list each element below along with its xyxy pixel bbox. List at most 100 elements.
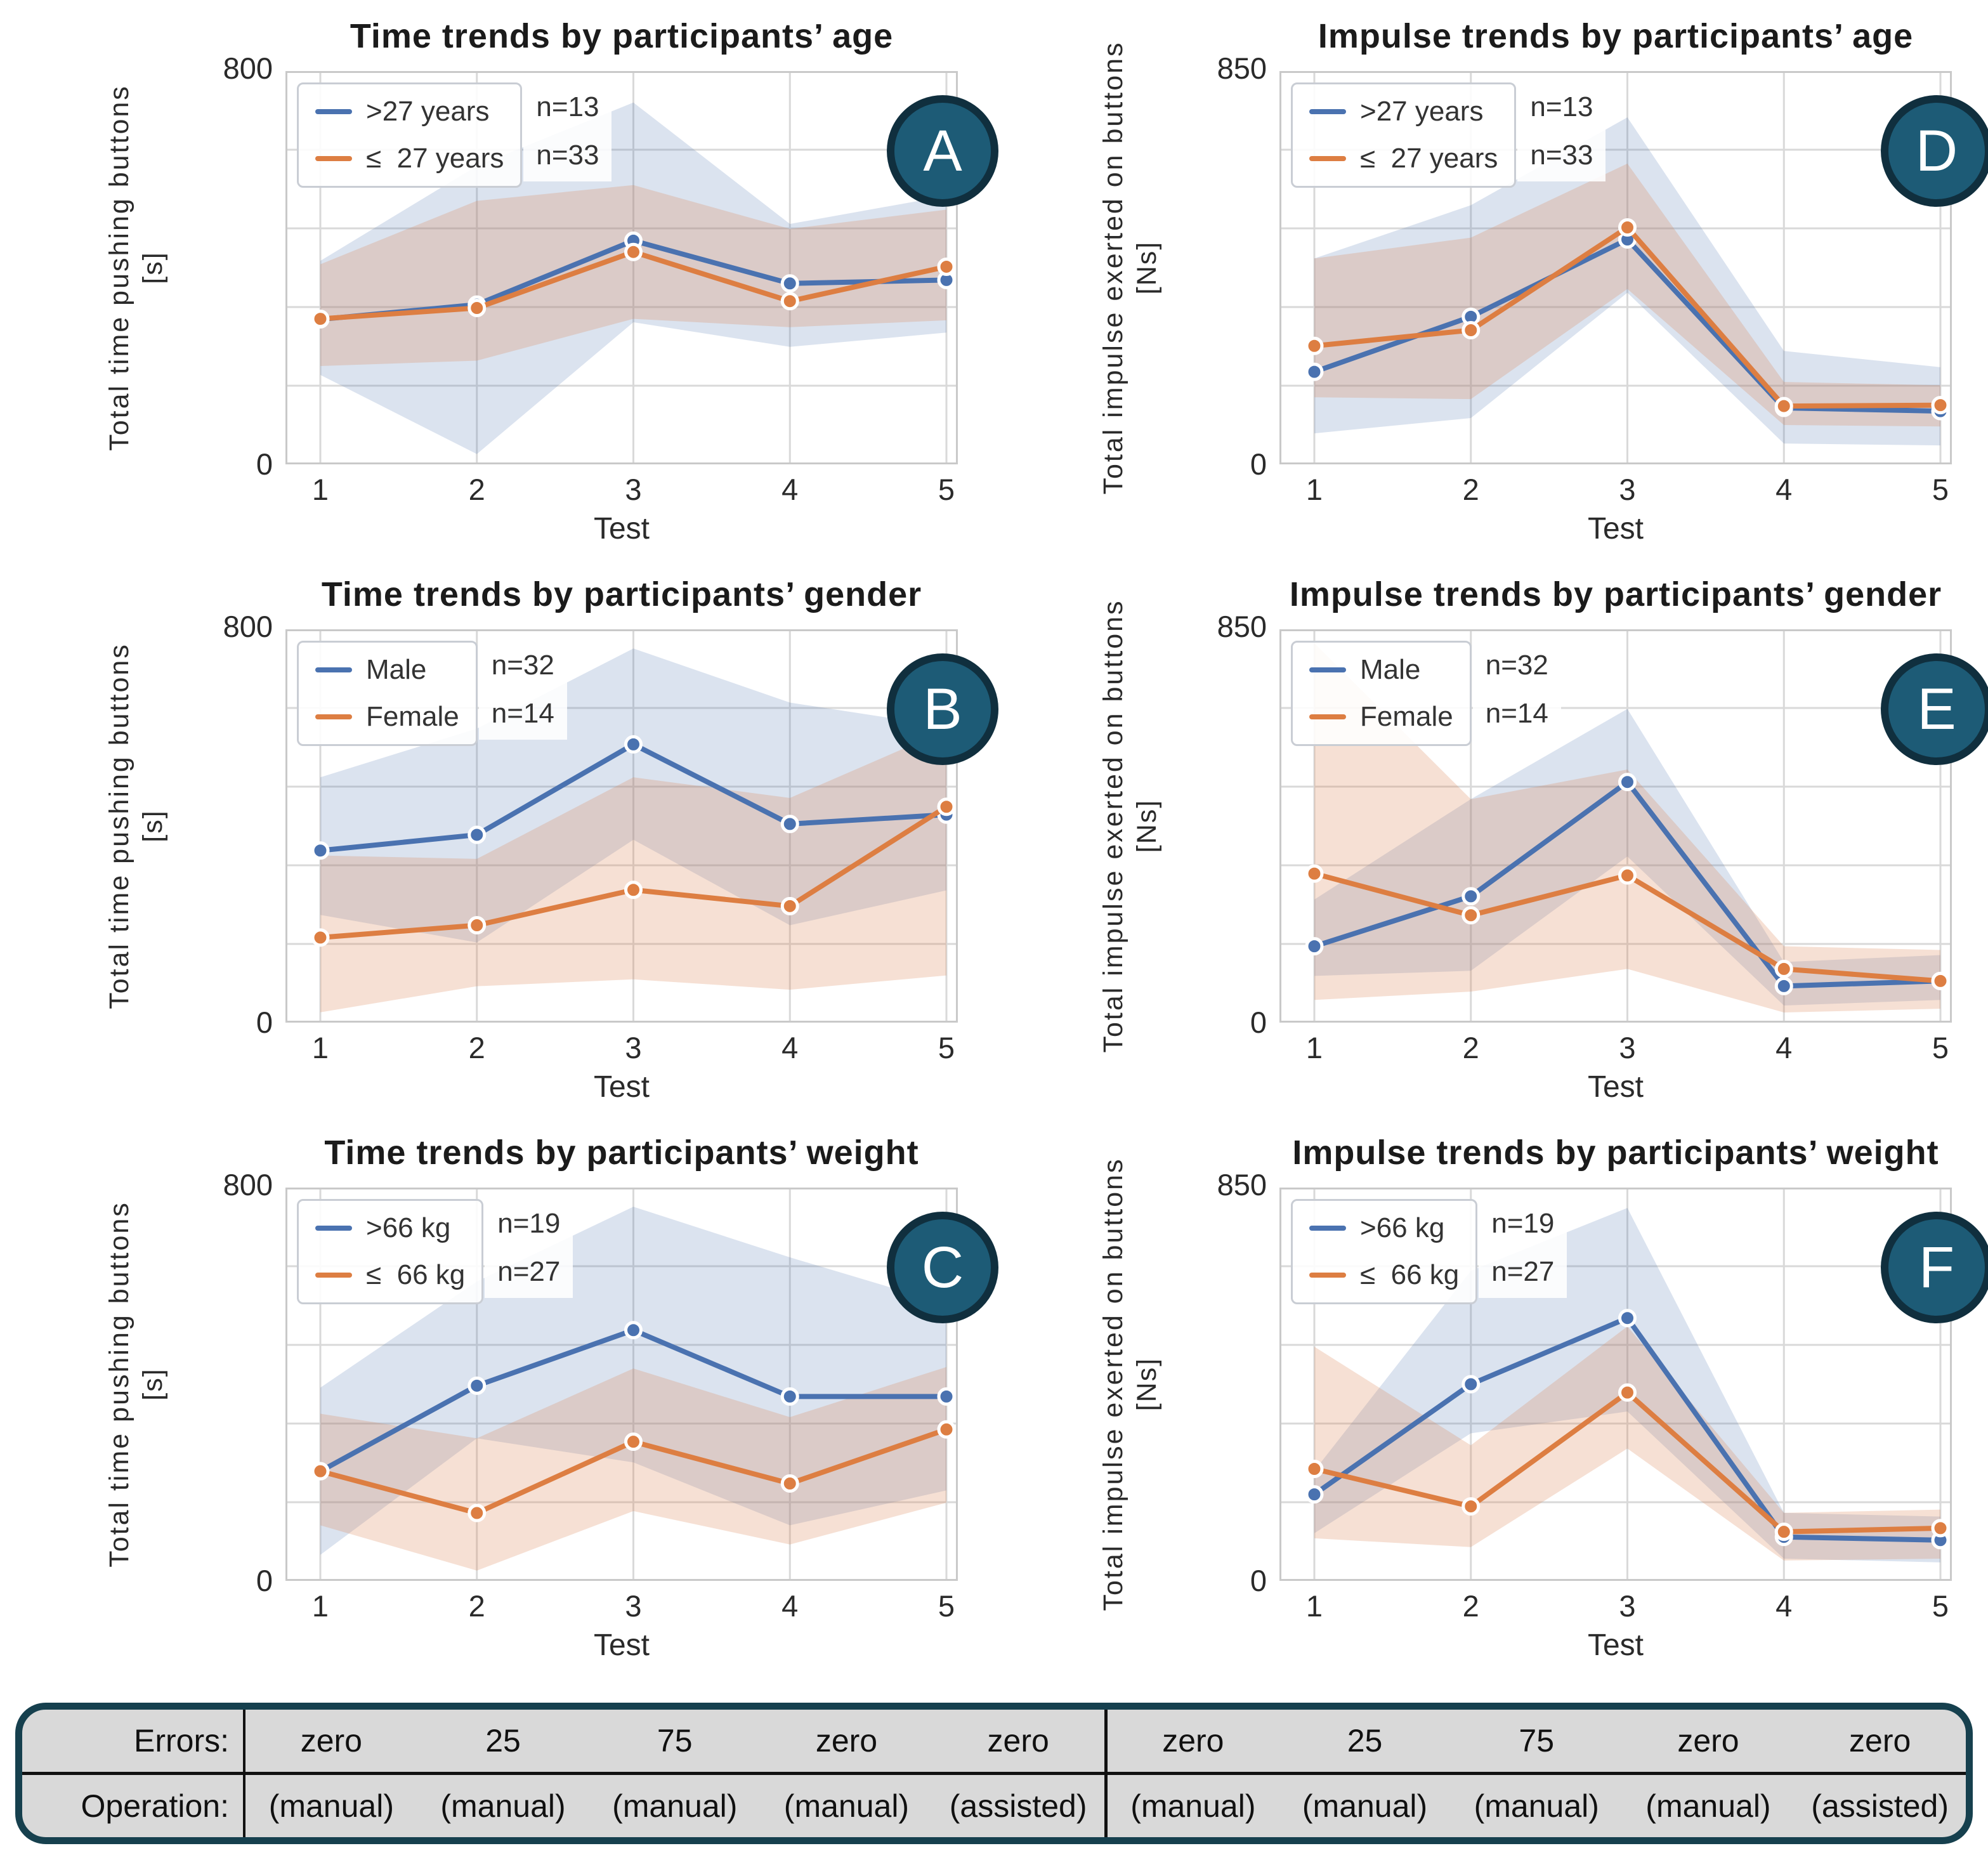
legend-n-count: n=14 [491,698,554,729]
errors-value: 75 [589,1710,761,1775]
x-tick-label: 3 [1619,1031,1636,1064]
legend-box: >66 kg ≤ 66 kg [1291,1199,1478,1304]
legend-n-count: n=33 [536,140,599,171]
legend-n-column: n=32 n=14 [1472,639,1561,740]
x-tick-label: 4 [1775,473,1793,506]
x-tick-label: 1 [1305,473,1323,506]
operation-value: (manual) [1645,1788,1771,1824]
x-tick-labels: 1 2 3 4 5 [285,1588,958,1623]
errors-value: 25 [1279,1710,1451,1775]
errors-row-label: Errors: [22,1710,245,1775]
legend-n-count: n=19 [1491,1208,1555,1239]
legend-label: Male [366,654,427,685]
x-tick-label: 5 [1932,473,1949,506]
y-axis-label-text: Total impulse exerted on buttons [1098,1157,1128,1611]
legend-label: ≤ 66 kg [1360,1259,1460,1290]
x-tick-label: 3 [1619,1589,1636,1623]
legend-entry: Female [315,701,459,733]
legend-n-column: n=32 n=14 [478,639,567,740]
chart-panel: Time trends by participants’ weight 800 … [0,1124,998,1682]
x-tick-label: 2 [1462,473,1479,506]
legend-entry: ≤ 66 kg [1309,1259,1459,1291]
y-axis-label-rotated: Total impulse exerted on buttons [Ns] [1098,8,1163,528]
errors-value: zero [932,1710,1104,1775]
conditions-table-grid: Errors: zero 25 75 zero zero zero 25 75 … [22,1710,1966,1837]
legend-n-count: n=27 [1491,1256,1555,1287]
legend-box: >66 kg ≤ 66 kg [297,1199,484,1304]
y-axis-max-tick-label: 850 [1217,51,1267,85]
legend-entry: ≤ 27 years [315,143,504,174]
legend-n-column: n=19 n=27 [1479,1198,1567,1298]
x-tick-label: 4 [781,1589,799,1623]
chart-panel: Time trends by participants’ age 800 Tot… [0,8,998,566]
legend-box: >27 years ≤ 27 years [1291,82,1517,188]
errors-value: zero [1622,1710,1795,1775]
y-axis-label-text: Total time pushing buttons [104,1201,134,1568]
x-tick-label: 5 [938,473,955,506]
legend-label: Female [366,701,459,732]
legend-label: >27 years [366,96,490,127]
legend-n-count: n=33 [1530,140,1593,171]
legend-entry: >27 years [315,96,504,128]
legend-line-swatch [1309,156,1346,161]
x-axis-label: Test [593,512,650,546]
operation-row-label: Operation: [22,1775,245,1837]
x-axis-label: Test [593,1070,650,1104]
x-tick-label: 2 [468,473,485,506]
x-axis-label: Test [1587,1070,1644,1104]
operation-value: (assisted) [1811,1788,1949,1824]
legend: >27 years ≤ 27 years n=13 n=33 [1291,81,1606,188]
y-axis-label-text: Total impulse exerted on buttons [1098,41,1128,495]
x-tick-label: 2 [1462,1031,1479,1064]
legend-entry: >66 kg [1309,1212,1459,1244]
legend-label: ≤ 27 years [1360,143,1498,174]
operation-value: (manual) [783,1788,910,1824]
y-axis-max-tick-label: 800 [223,610,273,643]
legend-entry: ≤ 66 kg [315,1259,465,1291]
y-axis-unit: [s] [138,809,168,842]
y-axis-max-tick-label: 850 [1217,610,1267,643]
legend-line-swatch [315,1273,352,1278]
x-tick-label: 2 [468,1031,485,1064]
x-axis-label: Test [593,1628,650,1662]
legend-line-swatch [1309,1273,1346,1278]
chart-panel: Impulse trends by participants’ gender 8… [994,566,1988,1124]
x-tick-label: 3 [625,473,642,506]
legend-n-count: n=32 [491,650,554,681]
legend-label: Male [1360,654,1421,685]
y-axis-max-tick-label: 800 [223,51,273,85]
legend-n-count: n=19 [497,1208,561,1239]
legend-line-swatch [315,667,352,672]
y-axis-label-rotated: Total time pushing buttons [s] [104,1124,169,1644]
panel-letter-badge: C [887,1212,998,1323]
legend-box: Male Female [1291,641,1472,746]
plot-area [285,71,958,464]
plot-area [285,629,958,1023]
chart-title: Impulse trends by participants’ weight [1292,1134,1939,1172]
y-axis-unit: [s] [138,251,168,284]
errors-value: zero [1107,1710,1279,1775]
legend-n-column: n=13 n=33 [523,81,612,181]
y-axis-zero-tick-label: 0 [1250,447,1267,481]
y-axis-zero-tick-label: 0 [1250,1564,1267,1597]
y-axis-unit: [Ns] [1132,799,1162,853]
y-axis-zero-tick-label: 0 [256,1005,273,1039]
legend-label: >27 years [1360,96,1484,127]
legend-entry: ≤ 27 years [1309,143,1498,174]
y-axis-label: Total impulse exerted on buttons [Ns] [1089,1157,1172,1611]
y-axis-unit: [s] [138,1368,168,1401]
x-axis-label: Test [1587,1628,1644,1662]
panel-letter-badge: A [887,95,998,207]
figure-grid: Time trends by participants’ age 800 Tot… [0,8,1988,1682]
legend-box: >27 years ≤ 27 years [297,82,523,188]
x-tick-labels: 1 2 3 4 5 [285,1030,958,1064]
y-axis-zero-tick-label: 0 [1250,1005,1267,1039]
y-axis-label-rotated: Total impulse exerted on buttons [Ns] [1098,566,1163,1086]
y-axis-label: Total impulse exerted on buttons [Ns] [1089,41,1172,494]
y-axis-label: Total time pushing buttons [s] [95,1188,178,1581]
x-tick-label: 4 [1775,1589,1793,1623]
chart-title: Time trends by participants’ age [350,17,894,55]
errors-value: zero [245,1710,417,1775]
errors-value: zero [761,1710,932,1775]
y-axis-unit: [Ns] [1132,1357,1162,1411]
